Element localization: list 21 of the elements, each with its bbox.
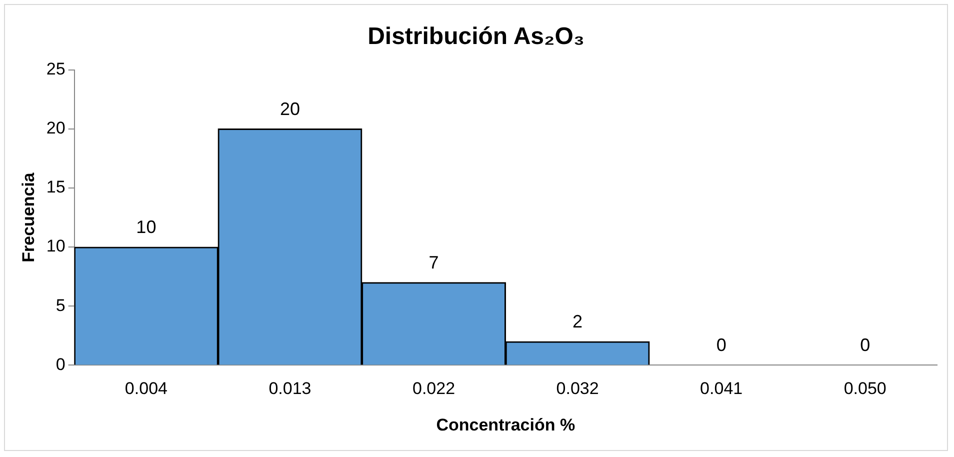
x-tick-label: 0.022 [412, 379, 456, 398]
x-tick-label: 0.041 [700, 379, 743, 398]
data-label: 20 [280, 98, 300, 119]
data-label: 0 [716, 335, 726, 356]
x-axis-title: Concentración % [436, 415, 576, 434]
chart-title: Distribución As₂O₃ [368, 23, 584, 50]
data-label: 10 [136, 217, 156, 238]
y-tick-label: 25 [46, 59, 66, 78]
y-tick-label: 15 [46, 178, 66, 197]
x-tick-label: 0.050 [844, 379, 886, 398]
y-tick-label: 10 [46, 236, 66, 256]
data-label: 7 [428, 252, 439, 272]
x-tick-label: 0.004 [124, 379, 168, 398]
y-axis-title: Frecuencia [18, 172, 38, 262]
y-tick-label: 5 [56, 296, 66, 315]
y-tick-label: 0 [56, 354, 66, 374]
x-tick-label: 0.013 [268, 379, 312, 398]
x-tick-label: 0.032 [556, 379, 599, 398]
y-tick-label: 20 [46, 118, 66, 138]
data-label: 0 [860, 335, 870, 356]
data-label: 2 [572, 312, 583, 332]
